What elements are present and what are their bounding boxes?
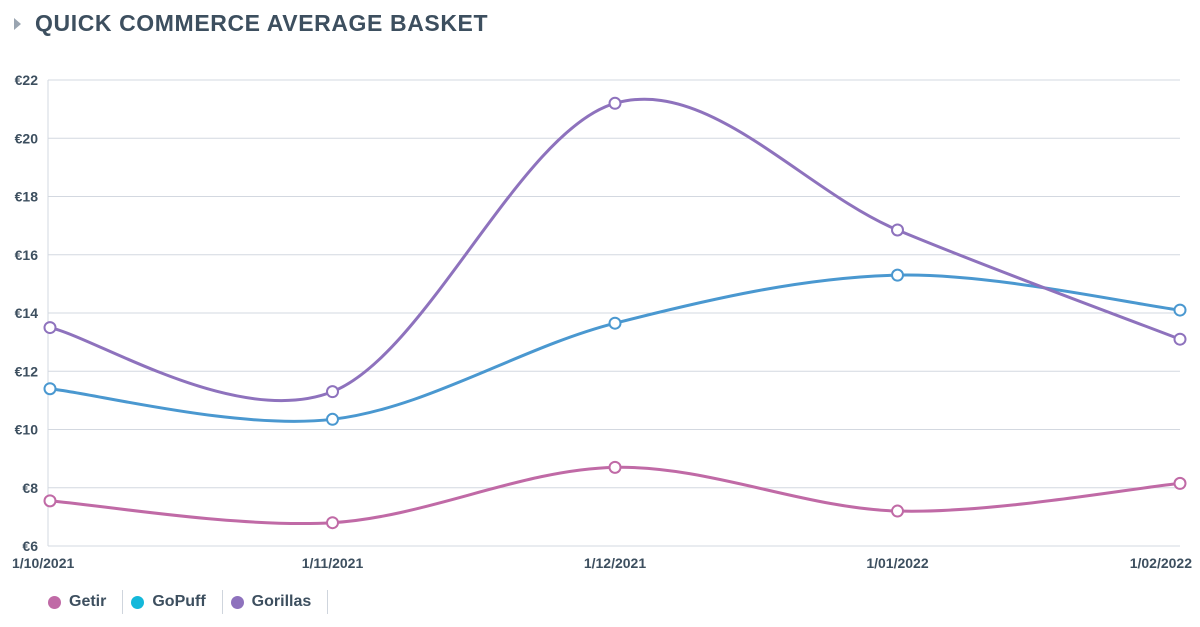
data-point-gopuff bbox=[891, 268, 904, 282]
legend-dot-icon bbox=[230, 595, 244, 609]
legend-label: GoPuff bbox=[152, 593, 206, 610]
data-point-gopuff bbox=[1173, 303, 1187, 317]
data-point-gopuff bbox=[43, 382, 57, 396]
collapse-triangle-icon[interactable] bbox=[14, 17, 21, 30]
legend: Getir GoPuff Gorillas bbox=[40, 590, 329, 614]
legend-dot-icon bbox=[131, 595, 145, 609]
x-tick-label: 1/11/2021 bbox=[302, 555, 364, 571]
data-point-getir bbox=[608, 460, 622, 474]
data-point-gopuff bbox=[326, 412, 339, 426]
legend-label: Gorillas bbox=[251, 593, 312, 610]
data-point-gorillas bbox=[1173, 332, 1187, 346]
data-point-getir bbox=[43, 494, 57, 508]
data-point-gorillas bbox=[608, 96, 622, 110]
legend-item-getir[interactable]: Getir bbox=[40, 590, 124, 614]
data-point-gorillas bbox=[43, 321, 57, 335]
chart-title: QUICK COMMERCE AVERAGE BASKET bbox=[35, 10, 489, 36]
series-line-gorillas bbox=[49, 97, 1181, 403]
legend-item-gorillas[interactable]: Gorillas bbox=[223, 590, 329, 614]
y-tick-label: €6 bbox=[22, 538, 38, 554]
x-tick-label: 1/02/2022 bbox=[1130, 555, 1192, 571]
data-point-gopuff bbox=[608, 316, 622, 330]
data-point-getir bbox=[326, 516, 339, 530]
y-tick-label: €16 bbox=[15, 247, 39, 263]
y-tick-label: €22 bbox=[15, 72, 39, 88]
data-point-gorillas bbox=[891, 223, 904, 237]
data-point-getir bbox=[1173, 476, 1187, 490]
legend-item-gopuff[interactable]: GoPuff bbox=[123, 590, 223, 614]
chart-header: QUICK COMMERCE AVERAGE BASKET bbox=[14, 10, 488, 37]
x-tick-label: 1/12/2021 bbox=[584, 555, 646, 571]
legend-label: Getir bbox=[69, 593, 107, 610]
y-tick-label: €10 bbox=[15, 422, 39, 438]
series-line-getir bbox=[49, 465, 1181, 526]
y-tick-label: €18 bbox=[15, 189, 39, 205]
series-line-gopuff bbox=[49, 273, 1181, 423]
y-tick-label: €20 bbox=[15, 130, 39, 146]
x-tick-label: 1/10/2021 bbox=[12, 555, 74, 571]
y-tick-label: €14 bbox=[15, 305, 39, 321]
legend-dot-icon bbox=[48, 595, 61, 609]
y-tick-label: €12 bbox=[15, 363, 39, 379]
y-tick-label: €8 bbox=[22, 480, 38, 496]
data-point-getir bbox=[891, 504, 904, 518]
x-tick-label: 1/01/2022 bbox=[866, 555, 928, 571]
data-point-gorillas bbox=[326, 385, 339, 399]
